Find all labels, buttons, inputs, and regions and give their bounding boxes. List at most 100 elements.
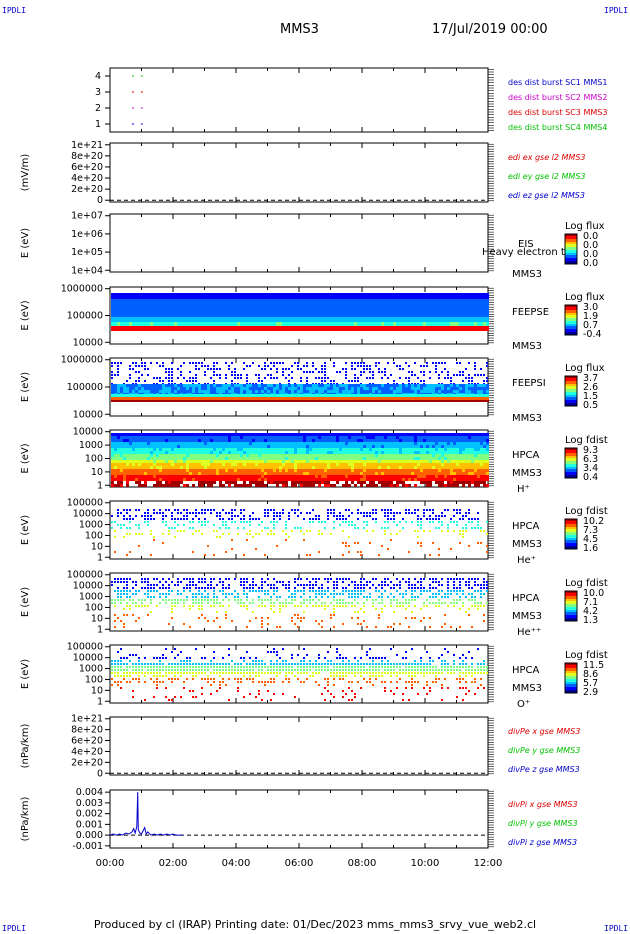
spectrum-cell: [171, 436, 174, 439]
spectrum-cell: [222, 478, 225, 481]
spectrum-cell: [162, 394, 165, 397]
spectrum-cell: [372, 387, 375, 390]
spectrum-cell: [153, 445, 156, 448]
spectrum-cell: [135, 436, 138, 439]
spectrum-cell: [345, 445, 348, 448]
spectrum-cell: [321, 478, 324, 481]
spectrum-cell: [135, 302, 138, 305]
spectrum-cell: [258, 305, 261, 308]
spectrum-cell: [189, 302, 192, 305]
spectrum-cell: [354, 466, 357, 469]
spectrum-cell: [273, 302, 276, 305]
spectrum-cell: [384, 293, 387, 296]
spectrum-cell: [243, 320, 246, 323]
spectrum-cell: [261, 322, 264, 326]
spectrum-cell: [366, 299, 369, 302]
spectrum-cell: [213, 457, 216, 460]
spectrum-cell: [126, 311, 129, 314]
y-tick-label: 1000000: [61, 355, 103, 366]
y-tick-label: 1e+04: [71, 265, 103, 276]
spectrum-cell: [465, 317, 468, 320]
spectrum-cell: [291, 475, 294, 478]
spectrum-cell: [126, 433, 129, 436]
spectrum-cell: [141, 299, 144, 302]
spectrum-cell: [414, 394, 417, 397]
spectrum-cell: [297, 457, 300, 460]
spectrum-cell: [213, 445, 216, 448]
spectrum-cell: [282, 397, 285, 400]
spectrum-cell: [138, 469, 141, 472]
spectrum-cell: [291, 293, 294, 296]
spectrum-cell: [156, 293, 159, 296]
spectrum-cell: [165, 457, 168, 460]
spectrum-cell: [261, 380, 263, 382]
spectrum-cell: [318, 311, 321, 314]
spectrum-cell: [150, 305, 153, 308]
spectrum-cell: [246, 302, 249, 305]
spectrum-cell: [327, 460, 330, 463]
spectrum-cell: [330, 463, 333, 466]
spectrum-cell: [297, 322, 300, 326]
spectrum-cell: [117, 368, 119, 370]
spectrum-cell: [216, 445, 219, 448]
spectrum-cell: [129, 442, 132, 445]
spectrum-cell: [333, 387, 336, 390]
spectrum-cell: [453, 305, 456, 308]
spectrum-cell: [306, 457, 309, 460]
spectrum-cell: [144, 390, 147, 393]
spectrum-cell: [426, 299, 429, 302]
spectrum-cell: [456, 394, 459, 397]
spectrum-cell: [324, 475, 327, 478]
spectrum-cell: [159, 475, 162, 478]
spectrum-cell: [378, 320, 381, 323]
spectrum-cell: [228, 457, 231, 460]
spectrum-cell: [267, 460, 270, 463]
spectrum-cell: [240, 460, 243, 463]
spectrum-cell: [315, 314, 318, 317]
spectrum-cell: [252, 442, 255, 445]
spectrum-cell: [285, 326, 288, 331]
spectrum-cell: [213, 463, 216, 466]
spectrum-cell: [270, 394, 273, 397]
spectrum-cell: [249, 433, 252, 436]
spectrum-cell: [435, 368, 437, 370]
spectrum-cell: [183, 362, 185, 364]
spectrum-cell: [219, 305, 222, 308]
spectrum-cell: [396, 390, 399, 393]
spectrum-cell: [420, 293, 423, 296]
spectrum-cell: [231, 299, 234, 302]
spectrum-cell: [177, 481, 180, 484]
spectrum-cell: [240, 377, 242, 379]
spectrum-cell: [258, 311, 261, 314]
spectrum-cell: [291, 305, 294, 308]
spectrum-cell: [336, 457, 339, 460]
spectrum-cell: [207, 322, 210, 326]
spectrum-cell: [438, 320, 441, 323]
spectrum-cell: [348, 299, 351, 302]
spectrum-cell: [429, 400, 432, 402]
spectrum-cell: [192, 478, 195, 481]
spectrum-cell: [474, 365, 476, 367]
colorbar-slice: [565, 388, 577, 390]
spectrum-cell: [144, 320, 147, 323]
spectrum-cell: [174, 296, 177, 299]
spectrum-cell: [375, 314, 378, 317]
spectrum-cell: [141, 475, 144, 478]
spectrum-cell: [117, 442, 120, 445]
spectrum-cell: [135, 362, 137, 364]
spectrum-cell: [201, 460, 204, 463]
spectrum-cell: [255, 308, 258, 311]
spectrum-cell: [204, 454, 207, 457]
spectrum-cell: [168, 460, 171, 463]
spectrum-cell: [450, 308, 453, 311]
spectrum-cell: [204, 466, 207, 469]
spectrum-cell: [213, 397, 216, 400]
y-tick-label: 0: [97, 768, 103, 779]
spectrum-cell: [315, 368, 317, 370]
colorbar-slice: [565, 318, 577, 320]
spectrum-cell: [312, 478, 315, 481]
spectrum-cell: [483, 390, 486, 393]
spectrum-cell: [192, 439, 195, 442]
spectrum-cell: [357, 326, 360, 331]
spectrum-cell: [141, 365, 143, 367]
